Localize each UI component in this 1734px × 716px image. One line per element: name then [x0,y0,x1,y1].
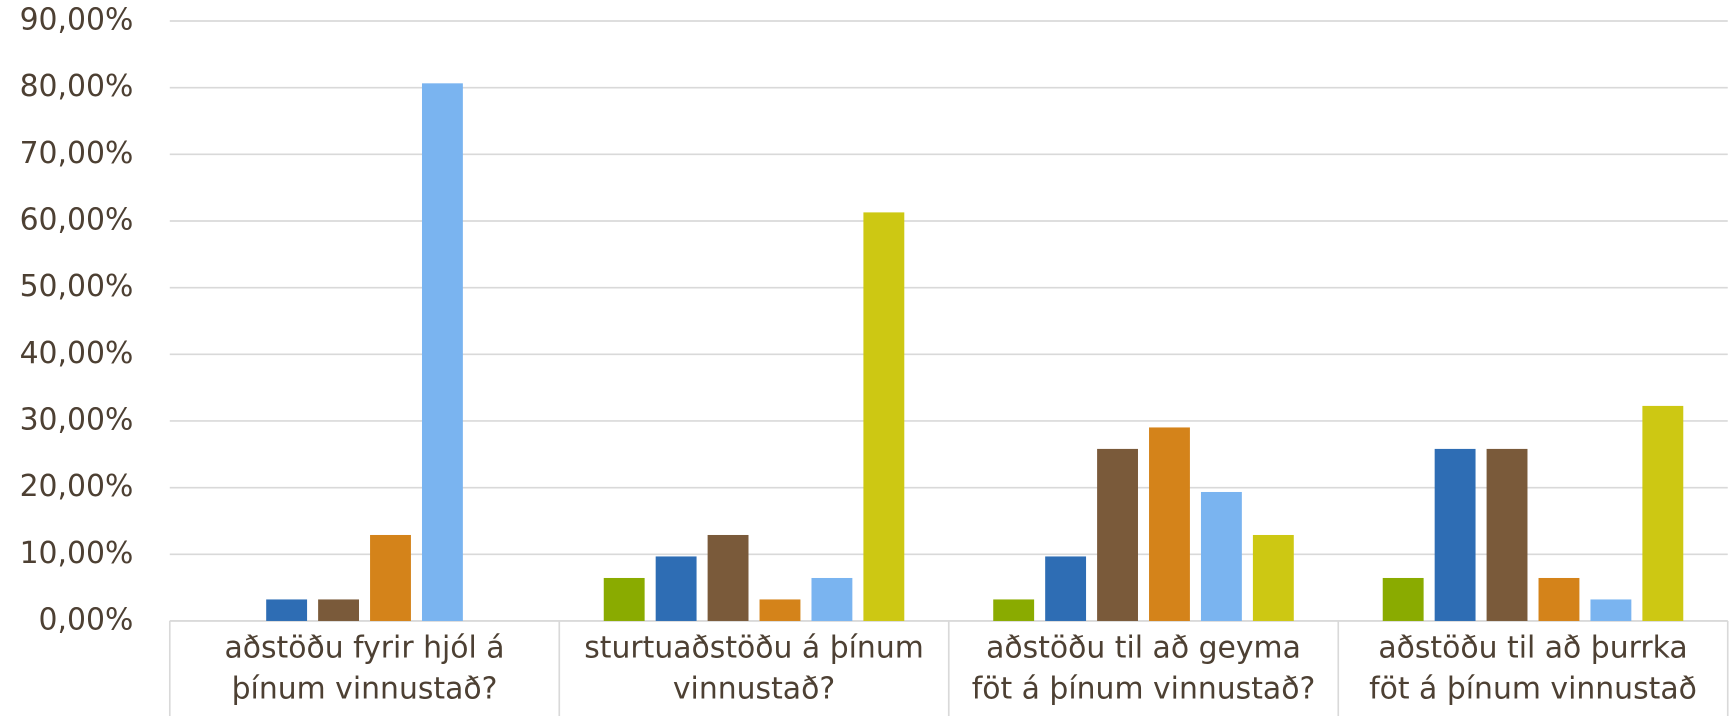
bar [370,534,411,621]
y-tick-label: 80,00% [20,69,134,104]
bar [1642,405,1684,621]
bar [266,599,308,621]
x-tick-label-box: aðstöðu til að þurrka föt á þínum vinnus… [1369,630,1697,707]
x-tick-label: aðstöðu til að þurrka föt á þínum vinnus… [1369,630,1697,707]
bar [421,83,463,621]
bar [1382,577,1424,621]
y-tick-label: 60,00% [20,202,134,237]
bar [1434,448,1476,621]
y-tick-label: 20,00% [20,469,134,504]
y-tick-label: 0,00% [39,602,134,637]
bar [655,556,697,621]
y-tick-label: 90,00% [20,2,134,37]
y-tick-label: 30,00% [20,402,134,437]
y-tick-label: 70,00% [20,136,134,171]
y-tick-label: 10,00% [20,536,134,571]
x-tick-label: aðstöðu fyrir hjól á þínum vinnustað? [224,630,505,707]
bar [707,534,749,621]
y-tick-label: 50,00% [20,269,134,304]
bar [1252,534,1294,621]
x-tick-label-box: sturtuaðstöðu á þínum vinnustað? [584,630,924,707]
bar [1538,577,1580,621]
bar [1149,427,1190,621]
bar [1045,556,1087,621]
bar [811,577,853,621]
bar [759,599,801,621]
bar [1590,599,1632,621]
x-tick-label-box: aðstöðu fyrir hjól á þínum vinnustað? [224,630,505,707]
bar [1200,491,1242,621]
x-tick-label: sturtuaðstöðu á þínum vinnustað? [584,630,924,707]
bar [603,577,645,621]
bar [1486,448,1528,621]
bar [1097,448,1138,621]
y-tick-label: 40,00% [20,336,134,371]
x-tick-label-box: aðstöðu til að geyma föt á þínum vinnust… [971,630,1316,707]
bar [318,599,360,621]
bar [863,212,905,621]
bar [993,599,1035,621]
x-tick-label: aðstöðu til að geyma föt á þínum vinnust… [971,630,1316,707]
